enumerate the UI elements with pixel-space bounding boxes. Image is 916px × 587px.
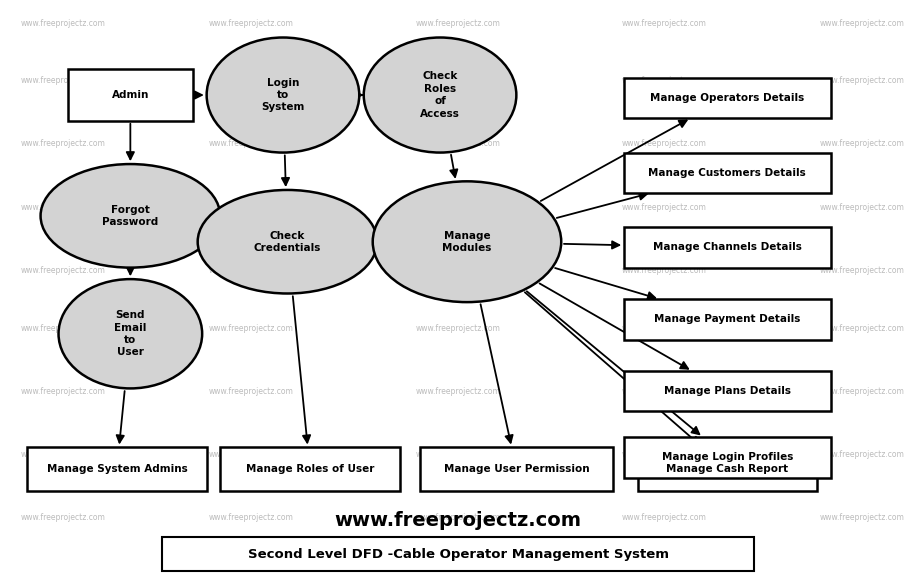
Text: www.freeprojectz.com: www.freeprojectz.com: [622, 266, 707, 275]
Text: www.freeprojectz.com: www.freeprojectz.com: [622, 450, 707, 459]
Text: www.freeprojectz.com: www.freeprojectz.com: [622, 387, 707, 396]
Text: Send
Email
to
User: Send Email to User: [114, 310, 147, 357]
FancyBboxPatch shape: [624, 153, 831, 193]
Text: www.freeprojectz.com: www.freeprojectz.com: [820, 266, 904, 275]
Text: www.freeprojectz.com: www.freeprojectz.com: [416, 76, 500, 85]
Text: Manage Channels Details: Manage Channels Details: [653, 242, 802, 252]
Text: www.freeprojectz.com: www.freeprojectz.com: [622, 140, 707, 149]
FancyBboxPatch shape: [638, 447, 817, 491]
Text: www.freeprojectz.com: www.freeprojectz.com: [622, 323, 707, 332]
Text: www.freeprojectz.com: www.freeprojectz.com: [820, 514, 904, 522]
Text: www.freeprojectz.com: www.freeprojectz.com: [209, 266, 294, 275]
Text: www.freeprojectz.com: www.freeprojectz.com: [622, 19, 707, 28]
Text: www.freeprojectz.com: www.freeprojectz.com: [20, 140, 105, 149]
Text: Manage System Admins: Manage System Admins: [47, 464, 187, 474]
Text: www.freeprojectz.com: www.freeprojectz.com: [209, 450, 294, 459]
Text: www.freeprojectz.com: www.freeprojectz.com: [820, 450, 904, 459]
Text: www.freeprojectz.com: www.freeprojectz.com: [416, 19, 500, 28]
Text: Check
Roles
of
Access: Check Roles of Access: [420, 72, 460, 119]
Text: www.freeprojectz.com: www.freeprojectz.com: [209, 140, 294, 149]
Text: Manage Roles of User: Manage Roles of User: [245, 464, 374, 474]
Text: www.freeprojectz.com: www.freeprojectz.com: [209, 203, 294, 212]
Ellipse shape: [198, 190, 377, 294]
Text: www.freeprojectz.com: www.freeprojectz.com: [416, 203, 500, 212]
Text: www.freeprojectz.com: www.freeprojectz.com: [209, 19, 294, 28]
FancyBboxPatch shape: [624, 227, 831, 268]
Text: www.freeprojectz.com: www.freeprojectz.com: [20, 76, 105, 85]
Text: Check
Credentials: Check Credentials: [254, 231, 322, 253]
FancyBboxPatch shape: [68, 69, 193, 121]
Text: Second Level DFD -Cable Operator Management System: Second Level DFD -Cable Operator Managem…: [247, 548, 669, 561]
Text: www.freeprojectz.com: www.freeprojectz.com: [20, 19, 105, 28]
Text: Manage Login Profiles: Manage Login Profiles: [661, 453, 793, 463]
Ellipse shape: [373, 181, 562, 302]
Text: Manage Customers Details: Manage Customers Details: [649, 168, 806, 178]
Text: Manage
Modules: Manage Modules: [442, 231, 492, 253]
Text: www.freeprojectz.com: www.freeprojectz.com: [622, 203, 707, 212]
Text: www.freeprojectz.com: www.freeprojectz.com: [820, 387, 904, 396]
Text: Forgot
Password: Forgot Password: [103, 205, 158, 227]
FancyBboxPatch shape: [162, 538, 754, 571]
Text: www.freeprojectz.com: www.freeprojectz.com: [209, 514, 294, 522]
Text: www.freeprojectz.com: www.freeprojectz.com: [416, 140, 500, 149]
Text: Manage Cash Report: Manage Cash Report: [666, 464, 789, 474]
Text: www.freeprojectz.com: www.freeprojectz.com: [416, 323, 500, 332]
Text: Manage Operators Details: Manage Operators Details: [650, 93, 804, 103]
Text: Login
to
System: Login to System: [261, 77, 305, 113]
Text: Manage Payment Details: Manage Payment Details: [654, 315, 801, 325]
Text: www.freeprojectz.com: www.freeprojectz.com: [334, 511, 582, 530]
Text: www.freeprojectz.com: www.freeprojectz.com: [416, 387, 500, 396]
Text: www.freeprojectz.com: www.freeprojectz.com: [416, 514, 500, 522]
Text: Manage User Permission: Manage User Permission: [443, 464, 589, 474]
Ellipse shape: [207, 38, 359, 153]
Text: www.freeprojectz.com: www.freeprojectz.com: [209, 387, 294, 396]
Text: www.freeprojectz.com: www.freeprojectz.com: [622, 76, 707, 85]
Ellipse shape: [364, 38, 517, 153]
Text: www.freeprojectz.com: www.freeprojectz.com: [416, 450, 500, 459]
FancyBboxPatch shape: [624, 299, 831, 339]
Text: www.freeprojectz.com: www.freeprojectz.com: [209, 76, 294, 85]
Text: www.freeprojectz.com: www.freeprojectz.com: [820, 76, 904, 85]
Text: www.freeprojectz.com: www.freeprojectz.com: [820, 323, 904, 332]
FancyBboxPatch shape: [27, 447, 207, 491]
FancyBboxPatch shape: [624, 371, 831, 411]
Text: www.freeprojectz.com: www.freeprojectz.com: [622, 514, 707, 522]
Text: www.freeprojectz.com: www.freeprojectz.com: [20, 514, 105, 522]
Text: www.freeprojectz.com: www.freeprojectz.com: [20, 266, 105, 275]
Text: www.freeprojectz.com: www.freeprojectz.com: [416, 266, 500, 275]
Ellipse shape: [59, 279, 202, 389]
Text: www.freeprojectz.com: www.freeprojectz.com: [20, 203, 105, 212]
Text: www.freeprojectz.com: www.freeprojectz.com: [820, 140, 904, 149]
Ellipse shape: [40, 164, 220, 268]
FancyBboxPatch shape: [624, 437, 831, 478]
Text: www.freeprojectz.com: www.freeprojectz.com: [20, 450, 105, 459]
Text: www.freeprojectz.com: www.freeprojectz.com: [209, 323, 294, 332]
FancyBboxPatch shape: [624, 78, 831, 118]
Text: www.freeprojectz.com: www.freeprojectz.com: [820, 203, 904, 212]
Text: Manage Plans Details: Manage Plans Details: [664, 386, 791, 396]
Text: www.freeprojectz.com: www.freeprojectz.com: [20, 323, 105, 332]
Text: www.freeprojectz.com: www.freeprojectz.com: [820, 19, 904, 28]
FancyBboxPatch shape: [420, 447, 613, 491]
FancyBboxPatch shape: [220, 447, 399, 491]
Text: www.freeprojectz.com: www.freeprojectz.com: [20, 387, 105, 396]
Text: Admin: Admin: [112, 90, 149, 100]
